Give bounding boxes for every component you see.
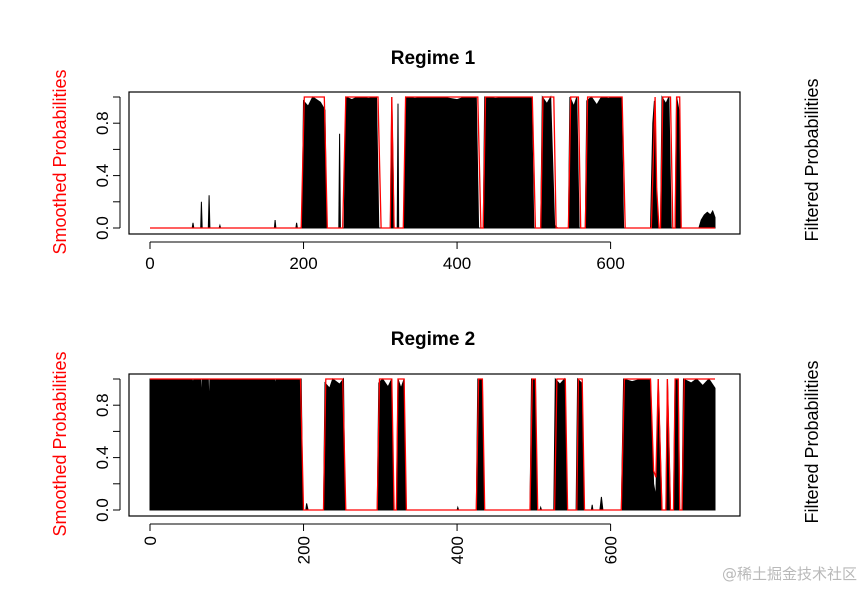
plot-frame bbox=[128, 373, 741, 517]
x-tick-label: 0 bbox=[145, 254, 154, 273]
regime-2-panel: Regime 2 Smoothed Probabilities Filtered… bbox=[50, 329, 822, 564]
regime-1-smoothed-label: Smoothed Probabilities bbox=[50, 69, 70, 254]
regime-1-plot-area: 0.0 0.4 0.8 0 200 400 600 bbox=[93, 91, 741, 273]
regime-2-filtered-label: Filtered Probabilities bbox=[802, 360, 822, 523]
y-tick-label: 0.4 bbox=[93, 164, 112, 188]
regime-1-panel: Regime 1 Smoothed Probabilities Filtered… bbox=[50, 48, 822, 273]
x-tick-label: 200 bbox=[295, 536, 314, 564]
smoothed-probabilities-line bbox=[150, 96, 715, 229]
y-tick-label: 0.8 bbox=[93, 111, 112, 135]
regime-2-plot-area: 0.0 0.4 0.8 0 200 400 600 bbox=[93, 373, 741, 564]
filtered-probabilities-area bbox=[149, 377, 716, 511]
filtered-probabilities-area bbox=[150, 95, 716, 229]
regime-1-title: Regime 1 bbox=[391, 48, 476, 69]
x-tick-label: 600 bbox=[596, 254, 624, 273]
y-tick-label: 0.0 bbox=[93, 498, 112, 522]
y-tick-label: 0.0 bbox=[93, 216, 112, 240]
x-tick-label: 0 bbox=[141, 536, 160, 545]
y-tick-label: 0.4 bbox=[93, 446, 112, 470]
regime-2-smoothed-label: Smoothed Probabilities bbox=[50, 351, 70, 536]
regime-2-title: Regime 2 bbox=[391, 329, 475, 350]
smoothed-probabilities-line bbox=[150, 378, 715, 511]
y-tick-label: 0.8 bbox=[93, 393, 112, 417]
x-tick-label: 200 bbox=[289, 254, 317, 273]
regime-1-filtered-label: Filtered Probabilities bbox=[802, 78, 822, 241]
x-tick-label: 600 bbox=[602, 536, 621, 564]
x-tick-label: 400 bbox=[443, 254, 471, 273]
plot-frame bbox=[128, 91, 741, 235]
x-tick-label: 400 bbox=[448, 536, 467, 564]
watermark-text: @稀土掘金技术社区 bbox=[721, 565, 857, 583]
